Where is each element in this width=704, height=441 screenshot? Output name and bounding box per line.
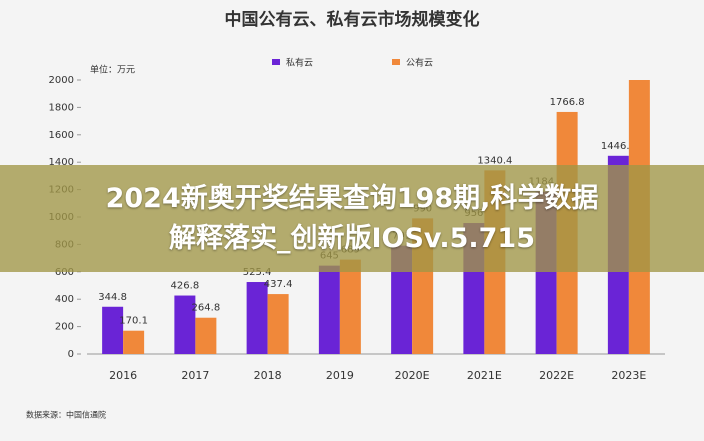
bar	[267, 294, 289, 354]
data-label: 344.8	[98, 292, 127, 303]
y-tick-label: 600	[55, 267, 74, 278]
y-tick-label: 200	[55, 322, 74, 333]
data-label: 264.8	[192, 303, 221, 314]
y-tick-label: 0	[68, 349, 74, 360]
bar	[339, 259, 361, 354]
bar	[246, 282, 268, 354]
x-tick-label: 2020E	[395, 369, 430, 382]
y-tick-label: 1800	[49, 102, 74, 113]
y-tick-label: 400	[55, 294, 74, 305]
bar	[102, 306, 124, 354]
data-label: 1340.4	[477, 155, 512, 166]
x-tick-label: 2023E	[611, 369, 646, 382]
x-tick-label: 2021E	[467, 369, 502, 382]
legend-swatch	[392, 59, 400, 65]
banner-line: 解释落实_创新版IOSv.5.715	[168, 222, 535, 254]
bar	[123, 330, 145, 354]
x-tick-label: 2019	[326, 369, 354, 382]
banner-line: 2024新奥开奖结果查询198期,科学数据	[105, 182, 599, 214]
x-tick-label: 2022E	[539, 369, 574, 382]
y-tick-label: 2000	[49, 75, 74, 86]
x-tick-label: 2017	[181, 369, 209, 382]
legend-label: 私有云	[286, 57, 313, 69]
source: 数据来源：中国信通院	[26, 410, 106, 420]
bar	[174, 295, 196, 354]
chart-title: 中国公有云、私有云市场规模变化	[225, 9, 480, 30]
data-label: 525.4	[243, 267, 272, 278]
bar	[391, 245, 413, 354]
x-tick-label: 2016	[109, 369, 137, 382]
banner: 2024新奥开奖结果查询198期,科学数据 解释落实_创新版IOSv.5.715	[0, 165, 704, 272]
legend-label: 公有云	[406, 57, 433, 69]
data-label: 1766.8	[550, 97, 585, 108]
data-label: 1446.8	[601, 141, 636, 152]
x-tick-label: 2018	[254, 369, 282, 382]
unit-label: 单位：万元	[90, 64, 135, 76]
y-tick-label: 1600	[49, 130, 74, 141]
y-tick-label: 1400	[49, 157, 74, 168]
data-label: 426.8	[171, 281, 200, 292]
bar	[318, 265, 340, 354]
data-label: 170.1	[119, 316, 148, 327]
data-label: 437.4	[264, 279, 293, 290]
bar	[195, 317, 217, 354]
legend-swatch	[272, 59, 280, 65]
